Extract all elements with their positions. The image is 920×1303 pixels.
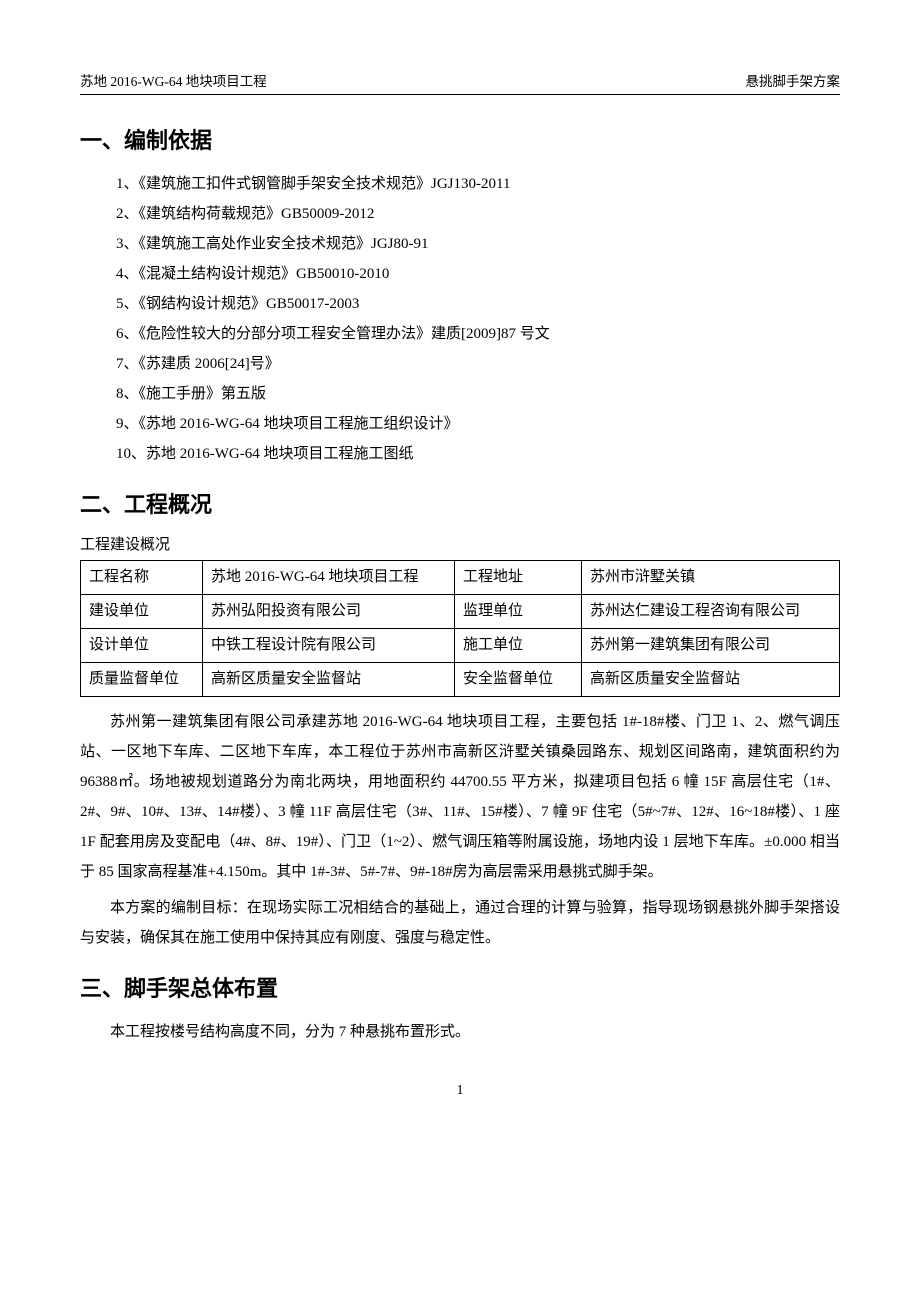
cell-label: 质量监督单位	[81, 663, 203, 697]
section-3-heading: 三、脚手架总体布置	[80, 971, 840, 1003]
header-left: 苏地 2016-WG-64 地块项目工程	[80, 70, 267, 90]
table-row: 工程名称 苏地 2016-WG-64 地块项目工程 工程地址 苏州市浒墅关镇	[81, 561, 840, 595]
basis-item: 6、《危险性较大的分部分项工程安全管理办法》建质[2009]87 号文	[116, 319, 840, 349]
basis-item: 1、《建筑施工扣件式钢管脚手架安全技术规范》JGJ130-2011	[116, 169, 840, 199]
cell-value: 中铁工程设计院有限公司	[203, 629, 455, 663]
cell-value: 苏州达仁建设工程咨询有限公司	[582, 595, 840, 629]
basis-item: 4、《混凝土结构设计规范》GB50010-2010	[116, 259, 840, 289]
section-2-paragraph-2: 本方案的编制目标：在现场实际工况相结合的基础上，通过合理的计算与验算，指导现场钢…	[80, 893, 840, 953]
basis-item: 7、《苏建质 2006[24]号》	[116, 349, 840, 379]
basis-item: 2、《建筑结构荷载规范》GB50009-2012	[116, 199, 840, 229]
cell-label: 建设单位	[81, 595, 203, 629]
table-row: 质量监督单位 高新区质量安全监督站 安全监督单位 高新区质量安全监督站	[81, 663, 840, 697]
cell-label: 设计单位	[81, 629, 203, 663]
section-1-heading: 一、编制依据	[80, 123, 840, 155]
section-2-subtitle: 工程建设概况	[80, 533, 840, 554]
header-right: 悬挑脚手架方案	[746, 70, 841, 90]
cell-value: 苏州弘阳投资有限公司	[203, 595, 455, 629]
cell-label: 工程地址	[455, 561, 582, 595]
basis-item: 5、《钢结构设计规范》GB50017-2003	[116, 289, 840, 319]
section-3-paragraph: 本工程按楼号结构高度不同，分为 7 种悬挑布置形式。	[80, 1017, 840, 1047]
basis-item: 3、《建筑施工高处作业安全技术规范》JGJ80-91	[116, 229, 840, 259]
cell-value: 高新区质量安全监督站	[582, 663, 840, 697]
cell-label: 监理单位	[455, 595, 582, 629]
cell-label: 施工单位	[455, 629, 582, 663]
basis-item: 10、苏地 2016-WG-64 地块项目工程施工图纸	[116, 439, 840, 469]
basis-list: 1、《建筑施工扣件式钢管脚手架安全技术规范》JGJ130-2011 2、《建筑结…	[116, 169, 840, 469]
table-row: 设计单位 中铁工程设计院有限公司 施工单位 苏州第一建筑集团有限公司	[81, 629, 840, 663]
basis-item: 8、《施工手册》第五版	[116, 379, 840, 409]
project-info-table: 工程名称 苏地 2016-WG-64 地块项目工程 工程地址 苏州市浒墅关镇 建…	[80, 560, 840, 697]
page-number: 1	[80, 1083, 840, 1099]
cell-label: 工程名称	[81, 561, 203, 595]
basis-item: 9、《苏地 2016-WG-64 地块项目工程施工组织设计》	[116, 409, 840, 439]
cell-value: 苏州第一建筑集团有限公司	[582, 629, 840, 663]
cell-label: 安全监督单位	[455, 663, 582, 697]
page-header: 苏地 2016-WG-64 地块项目工程 悬挑脚手架方案	[80, 70, 840, 95]
cell-value: 苏州市浒墅关镇	[582, 561, 840, 595]
section-2-heading: 二、工程概况	[80, 487, 840, 519]
table-row: 建设单位 苏州弘阳投资有限公司 监理单位 苏州达仁建设工程咨询有限公司	[81, 595, 840, 629]
section-2-paragraph-1: 苏州第一建筑集团有限公司承建苏地 2016-WG-64 地块项目工程，主要包括 …	[80, 707, 840, 887]
cell-value: 高新区质量安全监督站	[203, 663, 455, 697]
document-page: 苏地 2016-WG-64 地块项目工程 悬挑脚手架方案 一、编制依据 1、《建…	[0, 0, 920, 1159]
cell-value: 苏地 2016-WG-64 地块项目工程	[203, 561, 455, 595]
